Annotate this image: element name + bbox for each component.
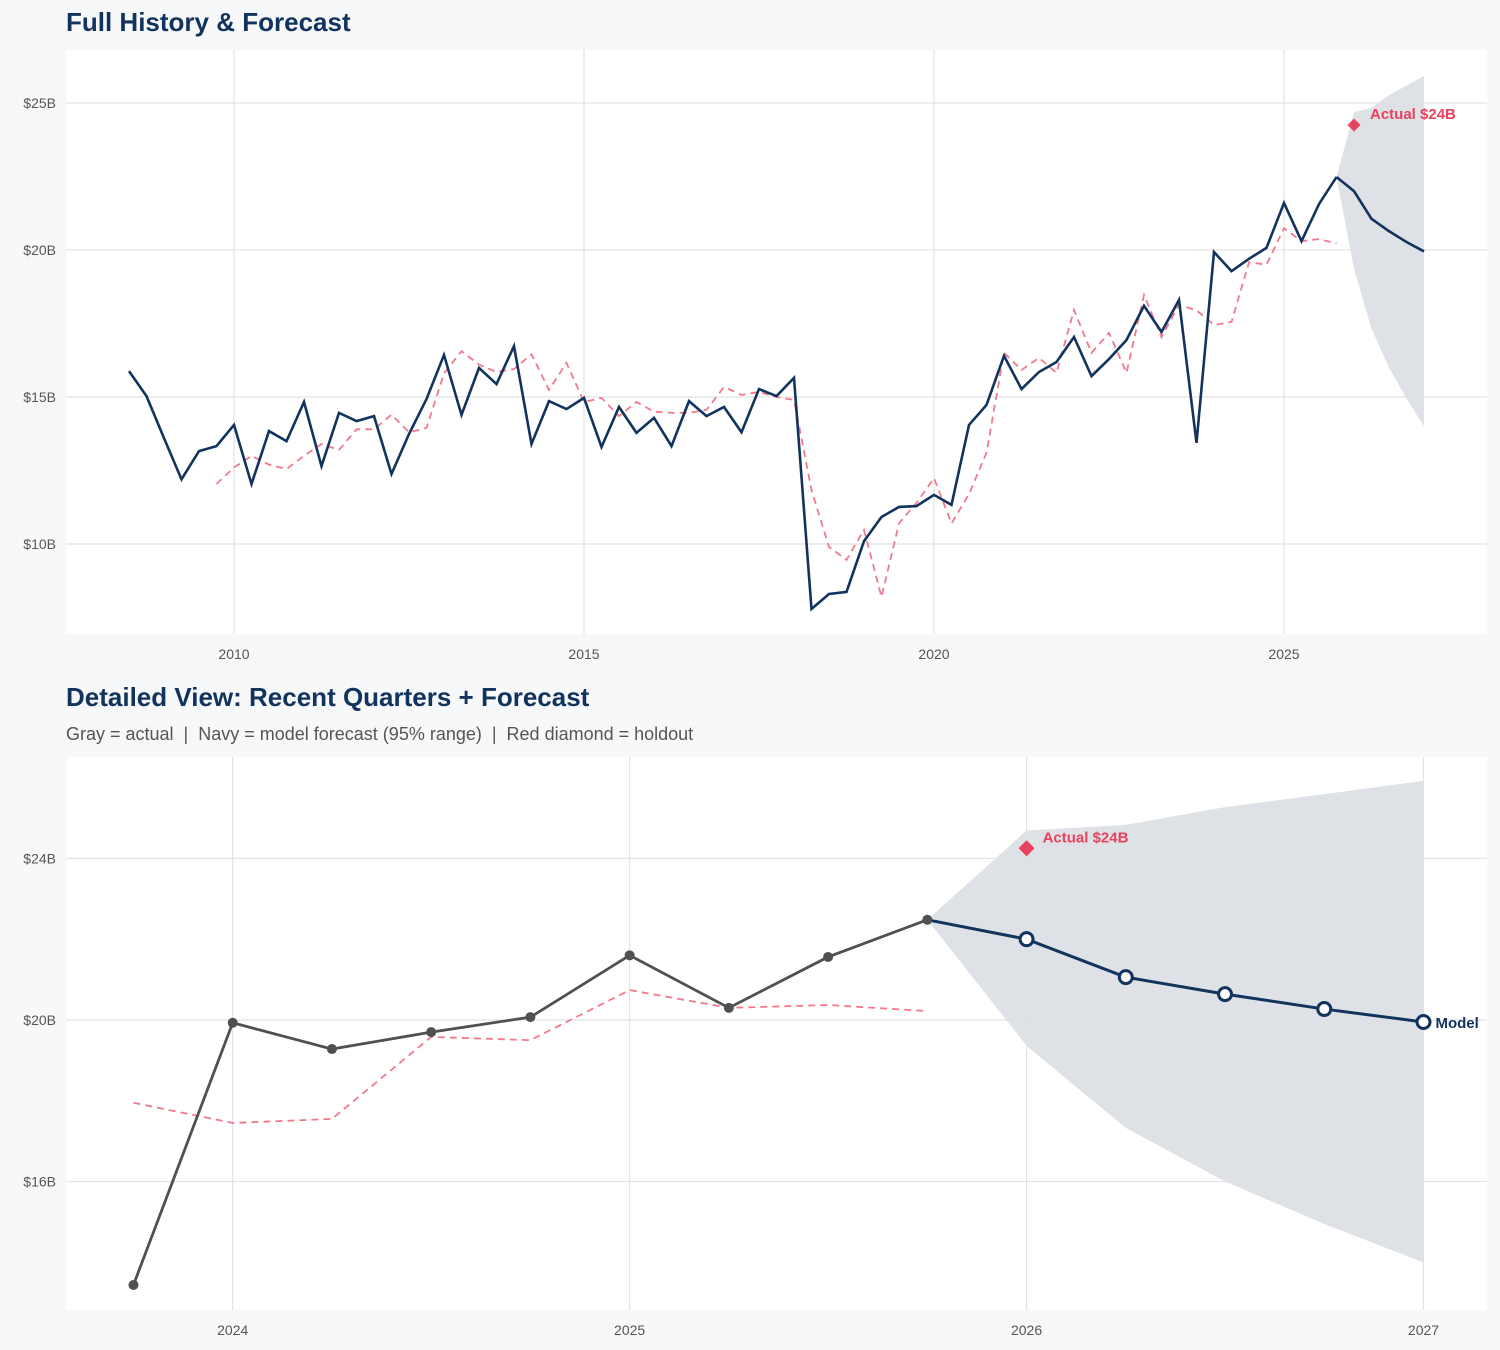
forecast-point [1117, 969, 1134, 986]
actual-point [723, 1002, 734, 1013]
y-tick-label: $24B [23, 850, 56, 866]
y-tick-label: $20B [23, 1012, 56, 1028]
y-tick-label: $25B [23, 95, 56, 111]
x-tick-label: 2020 [918, 646, 949, 662]
x-tick-label: 2025 [614, 1322, 645, 1338]
x-tick-label: 2010 [218, 646, 249, 662]
actual-point [326, 1044, 337, 1055]
holdout-label: Actual $24B [1043, 829, 1129, 846]
actual-point [525, 1012, 536, 1023]
x-tick-label: 2026 [1011, 1322, 1042, 1338]
forecast-point [1415, 1013, 1432, 1030]
chart-title-full-history: Full History & Forecast [66, 7, 351, 37]
actual-point [922, 914, 933, 925]
forecast-end-label: Model [1435, 1015, 1478, 1032]
forecast-series-line [1335, 176, 1425, 253]
fitted-series-line [133, 989, 928, 1124]
x-tick-label: 2027 [1408, 1322, 1439, 1338]
actual-point [426, 1027, 437, 1038]
holdout-diamond-marker [1347, 118, 1361, 132]
y-tick-label: $15B [23, 389, 56, 405]
chart-title-detailed-view: Detailed View: Recent Quarters + Forecas… [66, 682, 590, 712]
full-history-chart: 2010 2015 2020 2025 $10B $15B $20B $25B Actual $… [23, 50, 1487, 662]
forecast-point [1018, 931, 1035, 948]
chart-subtitle-legend: Gray = actual | Navy = model forecast (9… [66, 724, 693, 744]
x-tick-label: 2025 [1268, 646, 1299, 662]
plot-area [66, 50, 1487, 634]
actual-point [823, 951, 834, 962]
y-tick-label: $10B [23, 536, 56, 552]
actual-point [227, 1017, 238, 1028]
y-tick-label: $20B [23, 242, 56, 258]
x-tick-label: 2024 [217, 1322, 248, 1338]
forecast-point [1217, 986, 1234, 1003]
actual-point [128, 1279, 139, 1290]
y-tick-label: $16B [23, 1174, 56, 1190]
holdout-diamond-marker [1018, 840, 1035, 857]
forecast-95-range-band [927, 780, 1424, 1263]
forecast-point [1316, 1001, 1333, 1018]
x-tick-label: 2015 [568, 646, 599, 662]
holdout-label: Actual $24B [1370, 106, 1456, 123]
actual-series-line [127, 176, 1338, 612]
detailed-view-chart: 2024 2025 2026 2027 $16B $20B $24B Model Actual … [23, 757, 1487, 1338]
forecast-95-range-band [1336, 75, 1424, 427]
forecast-series-line [927, 918, 1424, 1024]
actual-point [624, 950, 635, 961]
